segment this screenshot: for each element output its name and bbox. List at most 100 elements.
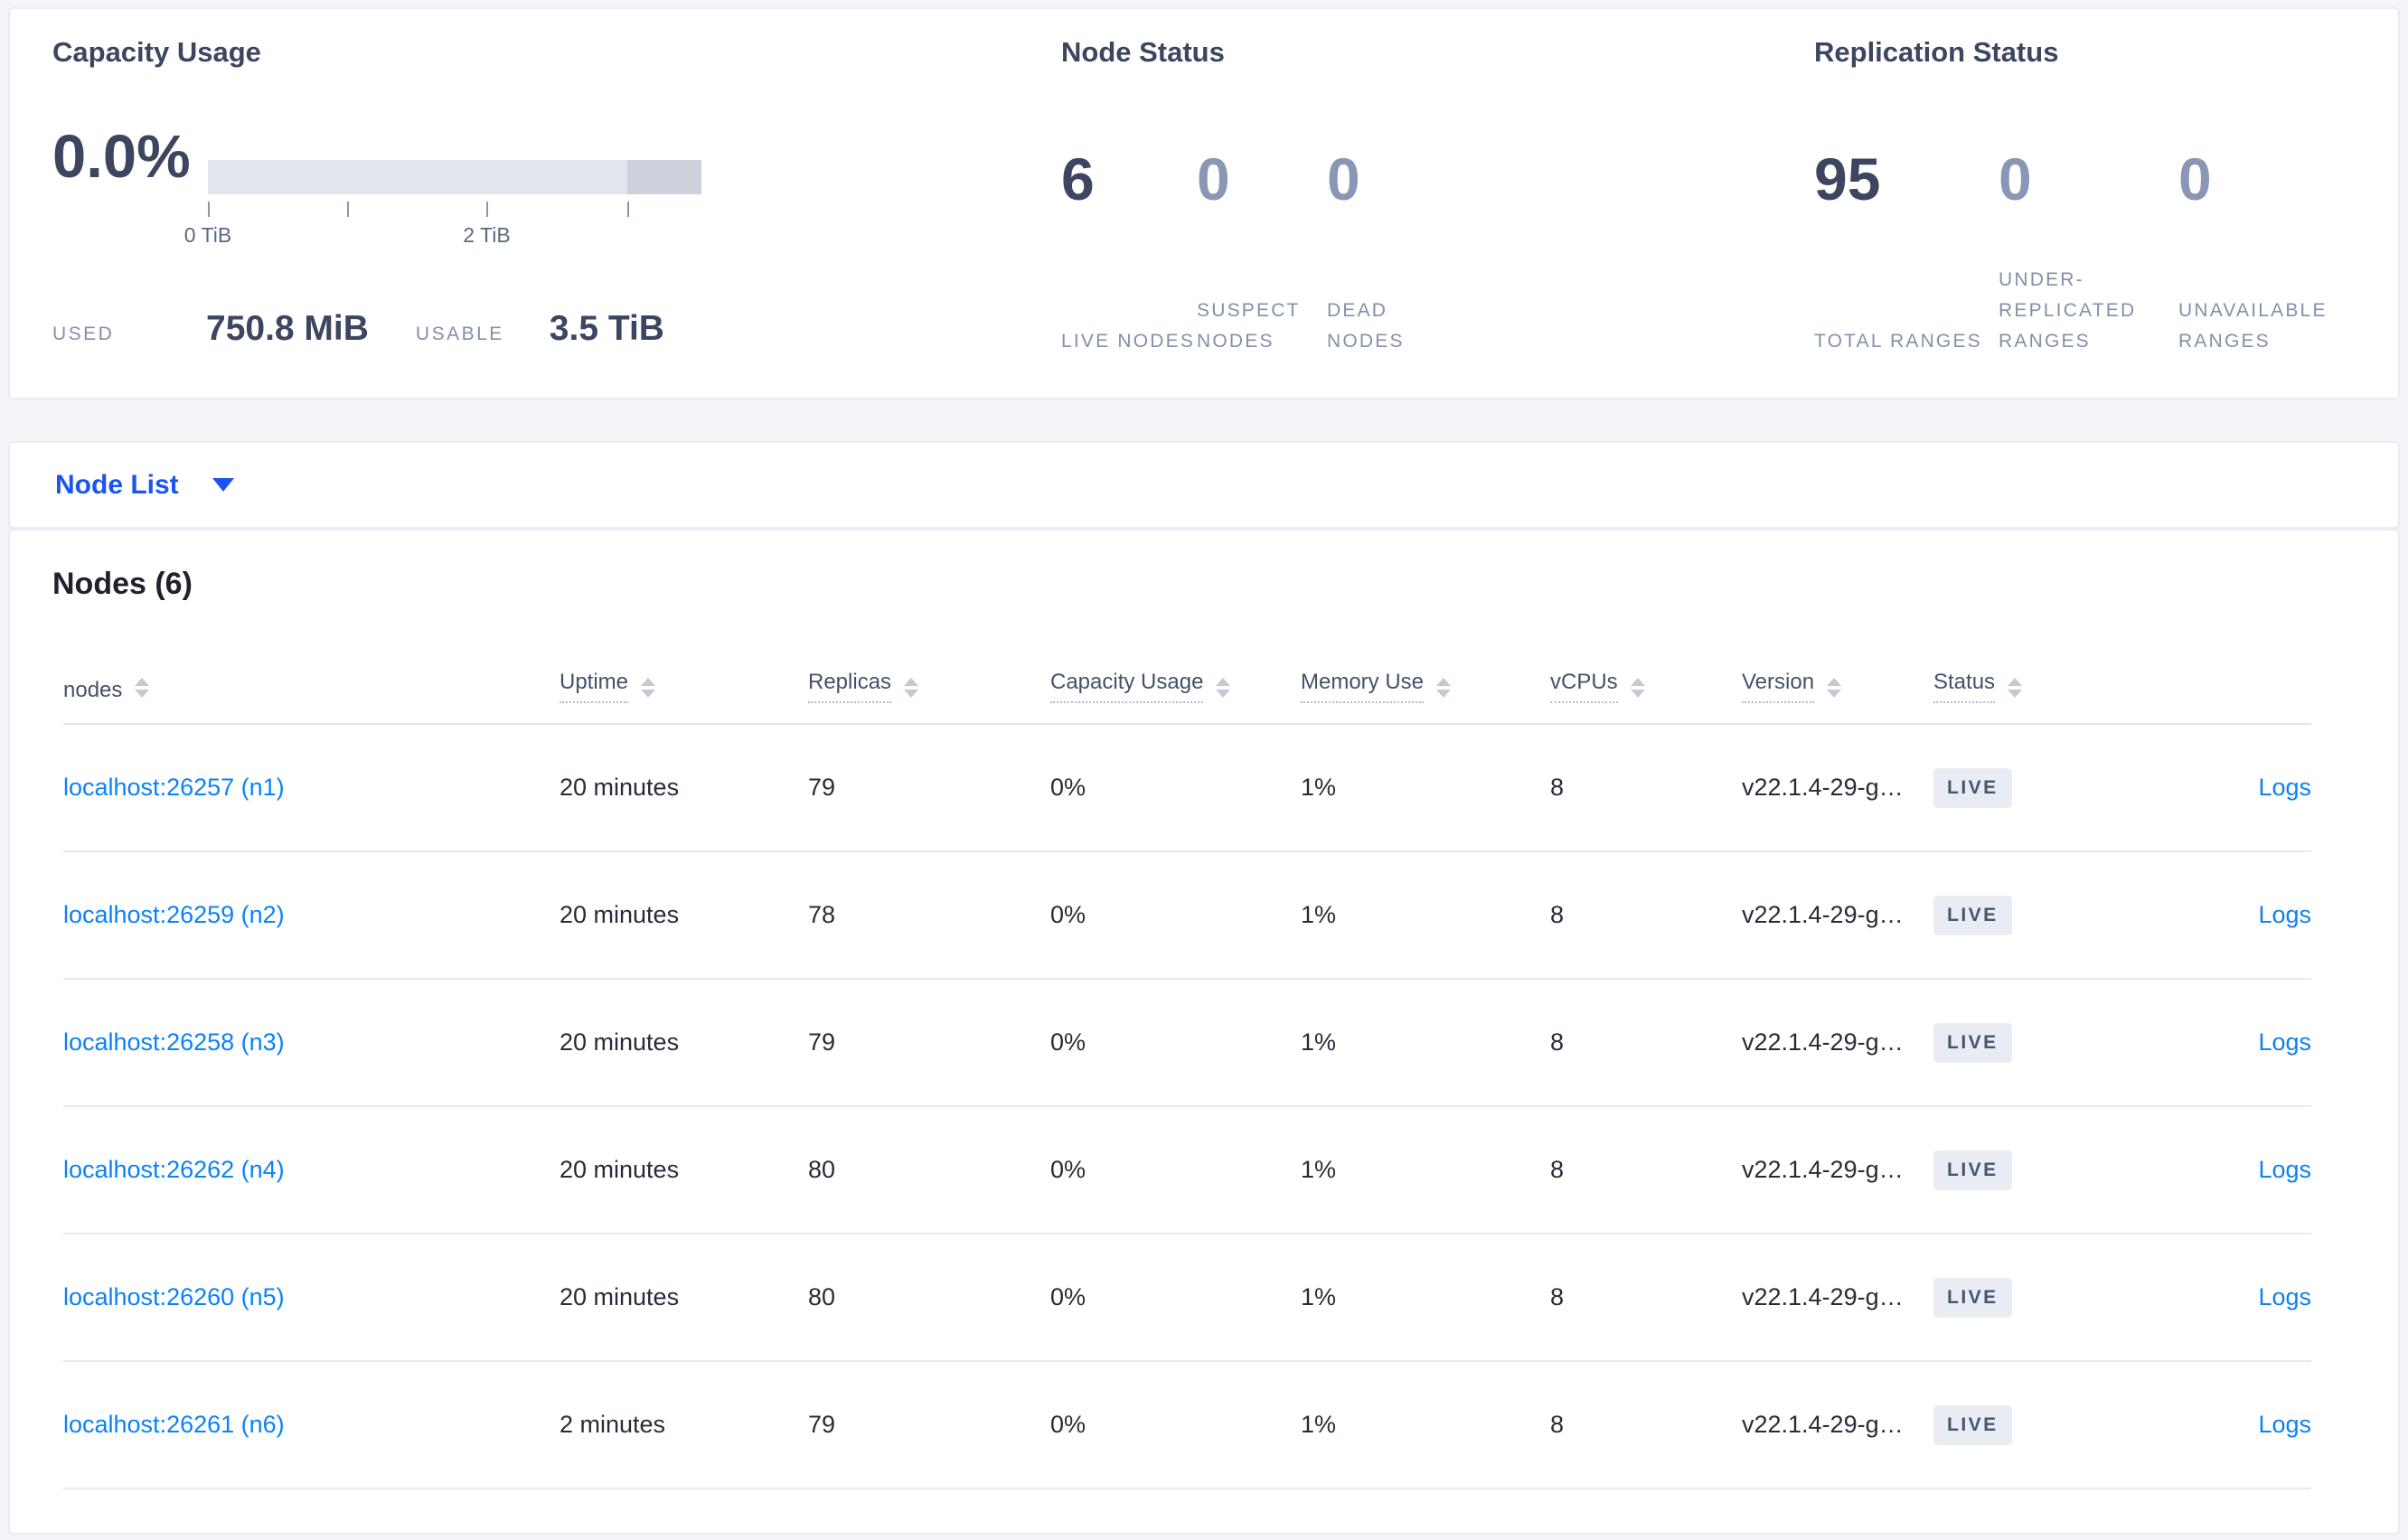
column-header-uptime[interactable]: Uptime xyxy=(560,670,808,703)
sort-icon xyxy=(2008,678,2023,698)
dead-nodes-metric: 0 DEAD NODES xyxy=(1327,149,1472,357)
capacity-usage-title: Capacity Usage xyxy=(52,36,261,68)
used-label: USED xyxy=(52,324,115,344)
capacity-usage-section: Capacity Usage 0.0% 0 TiB 2 TiB USED 750… xyxy=(52,36,1047,348)
gauge-tick xyxy=(208,202,210,217)
column-header-status[interactable]: Status xyxy=(1933,670,2099,703)
node-link[interactable]: localhost:26260 (n5) xyxy=(63,1283,285,1310)
gauge-tick-label: 0 TiB xyxy=(183,223,232,247)
node-link[interactable]: localhost:26258 (n3) xyxy=(63,1028,285,1056)
column-header-memory-use[interactable]: Memory Use xyxy=(1301,670,1550,703)
status-cell: LIVE xyxy=(1933,1022,2099,1063)
table-row: localhost:26262 (n4) 20 minutes 80 0% 1%… xyxy=(63,1107,2311,1235)
gauge-tick xyxy=(626,202,629,217)
suspect-nodes-label: SUSPECT NODES xyxy=(1197,300,1301,352)
version-cell: v22.1.4-29-g… xyxy=(1742,774,1904,801)
version-cell: v22.1.4-29-g… xyxy=(1742,901,1904,928)
logs-link[interactable]: Logs xyxy=(2258,1283,2311,1310)
nodes-table-card: Nodes (6) nodes Uptime Replicas Capacity… xyxy=(8,529,2400,1535)
node-link[interactable]: localhost:26259 (n2) xyxy=(63,901,285,928)
replicas-cell: 79 xyxy=(808,1411,836,1438)
node-status-title: Node Status xyxy=(1061,36,1225,68)
total-ranges-label: TOTAL RANGES xyxy=(1814,331,1982,352)
node-link[interactable]: localhost:26262 (n4) xyxy=(63,1156,285,1183)
sort-icon xyxy=(1827,678,1842,698)
replication-status-title: Replication Status xyxy=(1814,36,2059,68)
replicas-cell: 78 xyxy=(808,901,836,928)
live-nodes-metric: 6 LIVE NODES xyxy=(1061,149,1197,357)
uptime-cell: 20 minutes xyxy=(560,1283,680,1310)
dead-nodes-value: 0 xyxy=(1327,146,1360,212)
table-row: localhost:26259 (n2) 20 minutes 78 0% 1%… xyxy=(63,852,2311,980)
status-badge: LIVE xyxy=(1933,767,2012,808)
logs-link[interactable]: Logs xyxy=(2258,901,2311,928)
table-row: localhost:26260 (n5) 20 minutes 80 0% 1%… xyxy=(63,1235,2311,1362)
total-ranges-metric: 95 TOTAL RANGES xyxy=(1814,149,1999,357)
node-list-dropdown-label: Node List xyxy=(55,469,179,500)
capacity-gauge: 0 TiB 2 TiB xyxy=(184,160,701,247)
column-header-vcpus[interactable]: vCPUs xyxy=(1550,670,1742,703)
replicas-cell: 79 xyxy=(808,774,836,801)
logs-link[interactable]: Logs xyxy=(2258,1028,2311,1056)
status-cell: LIVE xyxy=(1933,1277,2099,1318)
status-cell: LIVE xyxy=(1933,767,2099,808)
replication-status-section: Replication Status 95 TOTAL RANGES 0 UND… xyxy=(1814,36,2325,352)
status-badge: LIVE xyxy=(1933,895,2012,935)
under-replicated-ranges-label: UNDER-REPLICATED RANGES xyxy=(1999,269,2137,352)
uptime-cell: 20 minutes xyxy=(560,774,680,801)
uptime-cell: 20 minutes xyxy=(560,1028,680,1056)
capacity-cell: 0% xyxy=(1050,1411,1086,1438)
capacity-percent-value: 0.0% xyxy=(52,123,191,191)
status-badge: LIVE xyxy=(1933,1404,2012,1445)
used-value: 750.8 MiB xyxy=(206,309,369,348)
version-cell: v22.1.4-29-g… xyxy=(1742,1411,1904,1438)
memory-cell: 1% xyxy=(1301,1156,1337,1183)
dead-nodes-label: DEAD NODES xyxy=(1327,300,1405,352)
replication-metrics: 95 TOTAL RANGES 0 UNDER-REPLICATED RANGE… xyxy=(1814,149,2355,357)
status-badge: LIVE xyxy=(1933,1022,2012,1063)
replicas-cell: 80 xyxy=(808,1283,836,1310)
usable-label: USABLE xyxy=(415,324,504,344)
version-cell: v22.1.4-29-g… xyxy=(1742,1283,1904,1310)
live-nodes-value: 6 xyxy=(1061,146,1095,212)
uptime-cell: 20 minutes xyxy=(560,1156,680,1183)
nodes-table-title: Nodes (6) xyxy=(52,567,193,601)
node-list-dropdown[interactable]: Node List xyxy=(55,470,234,501)
view-selector-bar: Node List xyxy=(8,441,2400,529)
vcpus-cell: 8 xyxy=(1550,774,1565,801)
column-header-version[interactable]: Version xyxy=(1742,670,1933,703)
capacity-cell: 0% xyxy=(1050,1283,1086,1310)
status-badge: LIVE xyxy=(1933,1150,2012,1190)
gauge-tick-label: 2 TiB xyxy=(463,223,511,247)
column-header-nodes[interactable]: nodes xyxy=(63,678,560,703)
logs-link[interactable]: Logs xyxy=(2258,1156,2311,1183)
nodes-table: nodes Uptime Replicas Capacity Usage Mem… xyxy=(63,648,2311,1489)
total-ranges-value: 95 xyxy=(1814,146,1881,212)
under-replicated-ranges-value: 0 xyxy=(1999,146,2032,212)
gauge-tick xyxy=(486,202,489,217)
capacity-used-row: USED 750.8 MiB USABLE 3.5 TiB xyxy=(52,309,664,349)
logs-link[interactable]: Logs xyxy=(2258,1411,2311,1438)
nodes-table-header: nodes Uptime Replicas Capacity Usage Mem… xyxy=(63,648,2311,725)
status-cell: LIVE xyxy=(1933,1150,2099,1190)
cluster-summary-card: Capacity Usage 0.0% 0 TiB 2 TiB USED 750… xyxy=(8,7,2400,399)
logs-link[interactable]: Logs xyxy=(2258,774,2311,801)
capacity-bar-reserved-segment xyxy=(626,160,701,194)
vcpus-cell: 8 xyxy=(1550,1411,1565,1438)
unavailable-ranges-metric: 0 UNAVAILABLE RANGES xyxy=(2178,149,2355,357)
suspect-nodes-metric: 0 SUSPECT NODES xyxy=(1197,149,1327,357)
memory-cell: 1% xyxy=(1301,774,1337,801)
table-row: localhost:26261 (n6) 2 minutes 79 0% 1% … xyxy=(63,1362,2311,1489)
sort-icon xyxy=(904,678,919,698)
node-link[interactable]: localhost:26261 (n6) xyxy=(63,1411,285,1438)
memory-cell: 1% xyxy=(1301,1411,1337,1438)
table-row: localhost:26258 (n3) 20 minutes 79 0% 1%… xyxy=(63,980,2311,1107)
replicas-cell: 80 xyxy=(808,1156,836,1183)
memory-cell: 1% xyxy=(1301,1028,1337,1056)
column-header-replicas[interactable]: Replicas xyxy=(808,670,1050,703)
node-link[interactable]: localhost:26257 (n1) xyxy=(63,774,285,801)
gauge-tick xyxy=(347,202,350,217)
column-header-capacity-usage[interactable]: Capacity Usage xyxy=(1050,670,1301,703)
capacity-cell: 0% xyxy=(1050,774,1086,801)
